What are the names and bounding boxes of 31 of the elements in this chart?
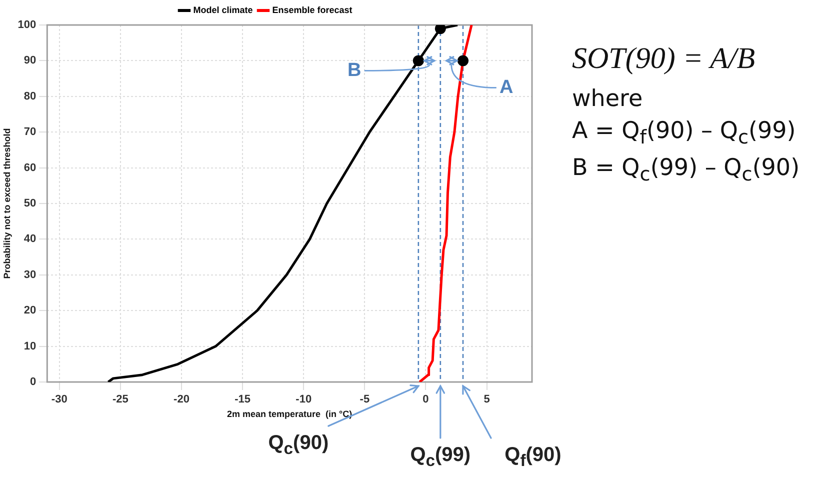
y-tick-label: 90 [24, 54, 36, 67]
ref-line-label: Q$_{f}$(90) [504, 444, 562, 471]
ref-line-label: Q$_{c}$(99) [410, 444, 471, 471]
legend-label: Ensemble forecast [272, 4, 352, 15]
text: A = Q$_{f}$(90) – Q$_{c}$(99) [572, 118, 797, 149]
y-tick-label: 70 [24, 126, 36, 138]
y-tick-label: 20 [24, 304, 36, 317]
x-tick-label: -5 [360, 394, 370, 406]
text: where [572, 86, 644, 112]
x-tick-label: -25 [112, 394, 128, 406]
x-tick-label: -15 [234, 394, 251, 406]
x-tick-label: 5 [484, 394, 490, 406]
y-tick-label: 30 [24, 268, 36, 281]
y-tick-label: 0 [30, 376, 36, 388]
x-tick-label: -30 [51, 394, 68, 406]
x-tick-label: 0 [422, 394, 429, 406]
annotation: A [500, 76, 514, 99]
y-tick-label: 40 [24, 233, 36, 246]
x-tick-label: -20 [174, 394, 190, 406]
y-tick-label: 10 [24, 340, 36, 352]
legend-label: Model climate [193, 4, 253, 15]
text: B = Q$_{c}$(99) – Q$_{c}$(90) [572, 154, 800, 186]
y-axis-title: Probability not to exceed threshold [2, 128, 12, 279]
ref-line-label: Q$_{c}$(90) [268, 432, 329, 459]
y-tick-label: 100 [18, 19, 36, 32]
text: SOT(90) = A/B [572, 42, 756, 76]
x-tick-label: -10 [296, 394, 312, 406]
y-tick-label: 80 [24, 90, 36, 102]
y-tick-label: 50 [24, 198, 36, 210]
y-tick-label: 60 [24, 162, 36, 174]
annotation: B [348, 60, 362, 82]
